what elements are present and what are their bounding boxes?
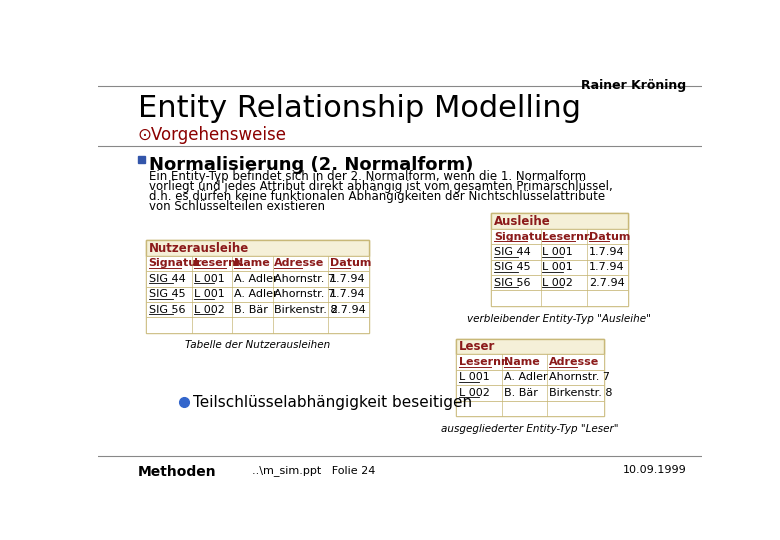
Text: Tabelle der Nutzerausleihen: Tabelle der Nutzerausleihen: [185, 340, 330, 350]
Text: L 001: L 001: [542, 247, 573, 257]
Text: 1.7.94: 1.7.94: [330, 274, 366, 284]
Text: A. Adler: A. Adler: [234, 289, 278, 299]
Text: SIG 44: SIG 44: [149, 274, 186, 284]
Text: Ausleihe: Ausleihe: [495, 214, 551, 228]
Bar: [138, 156, 145, 163]
Text: Signatur: Signatur: [149, 259, 202, 268]
Text: A. Adler: A. Adler: [504, 373, 548, 382]
Text: Rainer Kröning: Rainer Kröning: [581, 79, 686, 92]
Bar: [146, 302, 369, 318]
Text: 2.7.94: 2.7.94: [330, 305, 366, 315]
Bar: [146, 287, 369, 302]
Text: ..\m_sim.ppt   Folie 24: ..\m_sim.ppt Folie 24: [253, 465, 376, 476]
Text: Normalisierung (2. Normalform): Normalisierung (2. Normalform): [149, 156, 473, 174]
Text: Signatur: Signatur: [495, 232, 548, 241]
Text: Adresse: Adresse: [275, 259, 324, 268]
Text: Name: Name: [234, 259, 270, 268]
Text: A. Adler: A. Adler: [234, 274, 278, 284]
Text: B. Bär: B. Bär: [504, 388, 537, 398]
Text: SIG 56: SIG 56: [149, 305, 185, 315]
Text: 1.7.94: 1.7.94: [589, 247, 625, 257]
Text: 1.7.94: 1.7.94: [589, 262, 625, 272]
Text: L 001: L 001: [193, 289, 225, 299]
Text: Ein Entity-Typ befindet sich in der 2. Normalform, wenn die 1. Normalform: Ein Entity-Typ befindet sich in der 2. N…: [149, 170, 586, 183]
Bar: [146, 240, 369, 333]
Text: von Schlüsselteilen existieren: von Schlüsselteilen existieren: [149, 200, 324, 213]
Text: L 002: L 002: [193, 305, 225, 315]
Text: Ahornstr. 7: Ahornstr. 7: [275, 289, 335, 299]
Bar: [456, 385, 604, 401]
Bar: [456, 370, 604, 385]
Text: L 001: L 001: [193, 274, 225, 284]
Text: Leser: Leser: [459, 340, 495, 353]
Text: 2.7.94: 2.7.94: [589, 278, 625, 288]
Text: ⊙Vorgehensweise: ⊙Vorgehensweise: [138, 126, 287, 144]
Text: L 002: L 002: [542, 278, 573, 288]
Bar: [456, 339, 604, 416]
Text: ausgegliederter Entity-Typ "Leser": ausgegliederter Entity-Typ "Leser": [441, 423, 619, 434]
Bar: [491, 291, 628, 306]
Text: Lesernr.: Lesernr.: [542, 232, 593, 241]
Bar: [146, 240, 369, 256]
Text: Datum: Datum: [589, 232, 630, 241]
Bar: [456, 339, 604, 354]
Text: vorliegt und jedes Attribut direkt abhängig ist vom gesamten Primärschlüssel,: vorliegt und jedes Attribut direkt abhän…: [149, 179, 612, 193]
Text: Nutzerausleihe: Nutzerausleihe: [149, 241, 249, 254]
Text: SIG 45: SIG 45: [495, 262, 531, 272]
Text: SIG 45: SIG 45: [149, 289, 186, 299]
Text: Lesernr.: Lesernr.: [459, 357, 509, 367]
Text: Name: Name: [504, 357, 539, 367]
Bar: [146, 318, 369, 333]
Bar: [491, 229, 628, 244]
Bar: [456, 401, 604, 416]
Text: Ahornstr. 7: Ahornstr. 7: [548, 373, 609, 382]
Text: L 001: L 001: [542, 262, 573, 272]
Text: verbleibender Entity-Typ "Ausleihe": verbleibender Entity-Typ "Ausleihe": [467, 314, 651, 323]
Text: Methoden: Methoden: [138, 465, 216, 479]
Bar: [491, 244, 628, 260]
Text: Entity Relationship Modelling: Entity Relationship Modelling: [138, 94, 581, 123]
Bar: [491, 260, 628, 275]
Text: Teilschlüsselabhängigkeit beseitigen: Teilschlüsselabhängigkeit beseitigen: [193, 395, 472, 409]
Text: L 001: L 001: [459, 373, 489, 382]
Bar: [491, 213, 628, 306]
Bar: [456, 354, 604, 370]
Bar: [146, 271, 369, 287]
Text: L 002: L 002: [459, 388, 490, 398]
Text: Adresse: Adresse: [548, 357, 599, 367]
Text: Birkenstr. 8: Birkenstr. 8: [548, 388, 612, 398]
Text: B. Bär: B. Bär: [234, 305, 268, 315]
Bar: [491, 275, 628, 291]
Text: Birkenstr. 8: Birkenstr. 8: [275, 305, 338, 315]
Bar: [146, 256, 369, 271]
Text: 10.09.1999: 10.09.1999: [622, 465, 686, 475]
Text: Datum: Datum: [330, 259, 371, 268]
Bar: [491, 213, 628, 229]
Text: Lesernr.: Lesernr.: [193, 259, 243, 268]
Text: d.h. es dürfen keine funktionalen Abhängigkeiten der Nichtschlüsselattribute: d.h. es dürfen keine funktionalen Abhäng…: [149, 190, 604, 202]
Text: SIG 56: SIG 56: [495, 278, 531, 288]
Text: SIG 44: SIG 44: [495, 247, 531, 257]
Text: Ahornstr. 7: Ahornstr. 7: [275, 274, 335, 284]
Text: 1.7.94: 1.7.94: [330, 289, 366, 299]
